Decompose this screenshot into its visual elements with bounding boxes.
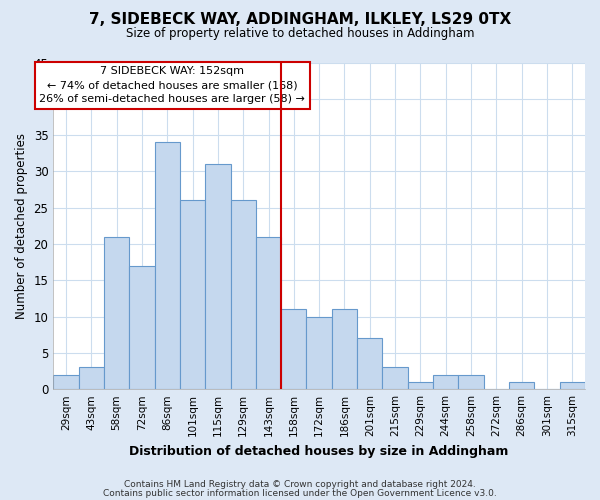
Text: 7 SIDEBECK WAY: 152sqm
← 74% of detached houses are smaller (168)
26% of semi-de: 7 SIDEBECK WAY: 152sqm ← 74% of detached… <box>40 66 305 104</box>
Bar <box>53 374 79 389</box>
Bar <box>256 236 281 389</box>
Bar <box>560 382 585 389</box>
Bar <box>180 200 205 389</box>
Bar <box>382 368 408 389</box>
Bar <box>408 382 433 389</box>
Text: Contains HM Land Registry data © Crown copyright and database right 2024.: Contains HM Land Registry data © Crown c… <box>124 480 476 489</box>
Bar <box>104 236 129 389</box>
X-axis label: Distribution of detached houses by size in Addingham: Distribution of detached houses by size … <box>130 444 509 458</box>
Bar <box>332 310 357 389</box>
Bar <box>281 310 307 389</box>
Bar <box>357 338 382 389</box>
Text: Contains public sector information licensed under the Open Government Licence v3: Contains public sector information licen… <box>103 488 497 498</box>
Text: Size of property relative to detached houses in Addingham: Size of property relative to detached ho… <box>126 28 474 40</box>
Bar <box>307 316 332 389</box>
Bar <box>509 382 535 389</box>
Bar <box>230 200 256 389</box>
Text: 7, SIDEBECK WAY, ADDINGHAM, ILKLEY, LS29 0TX: 7, SIDEBECK WAY, ADDINGHAM, ILKLEY, LS29… <box>89 12 511 28</box>
Bar <box>155 142 180 389</box>
Bar <box>433 374 458 389</box>
Y-axis label: Number of detached properties: Number of detached properties <box>15 133 28 319</box>
Bar <box>129 266 155 389</box>
Bar <box>79 368 104 389</box>
Bar <box>458 374 484 389</box>
Bar <box>205 164 230 389</box>
